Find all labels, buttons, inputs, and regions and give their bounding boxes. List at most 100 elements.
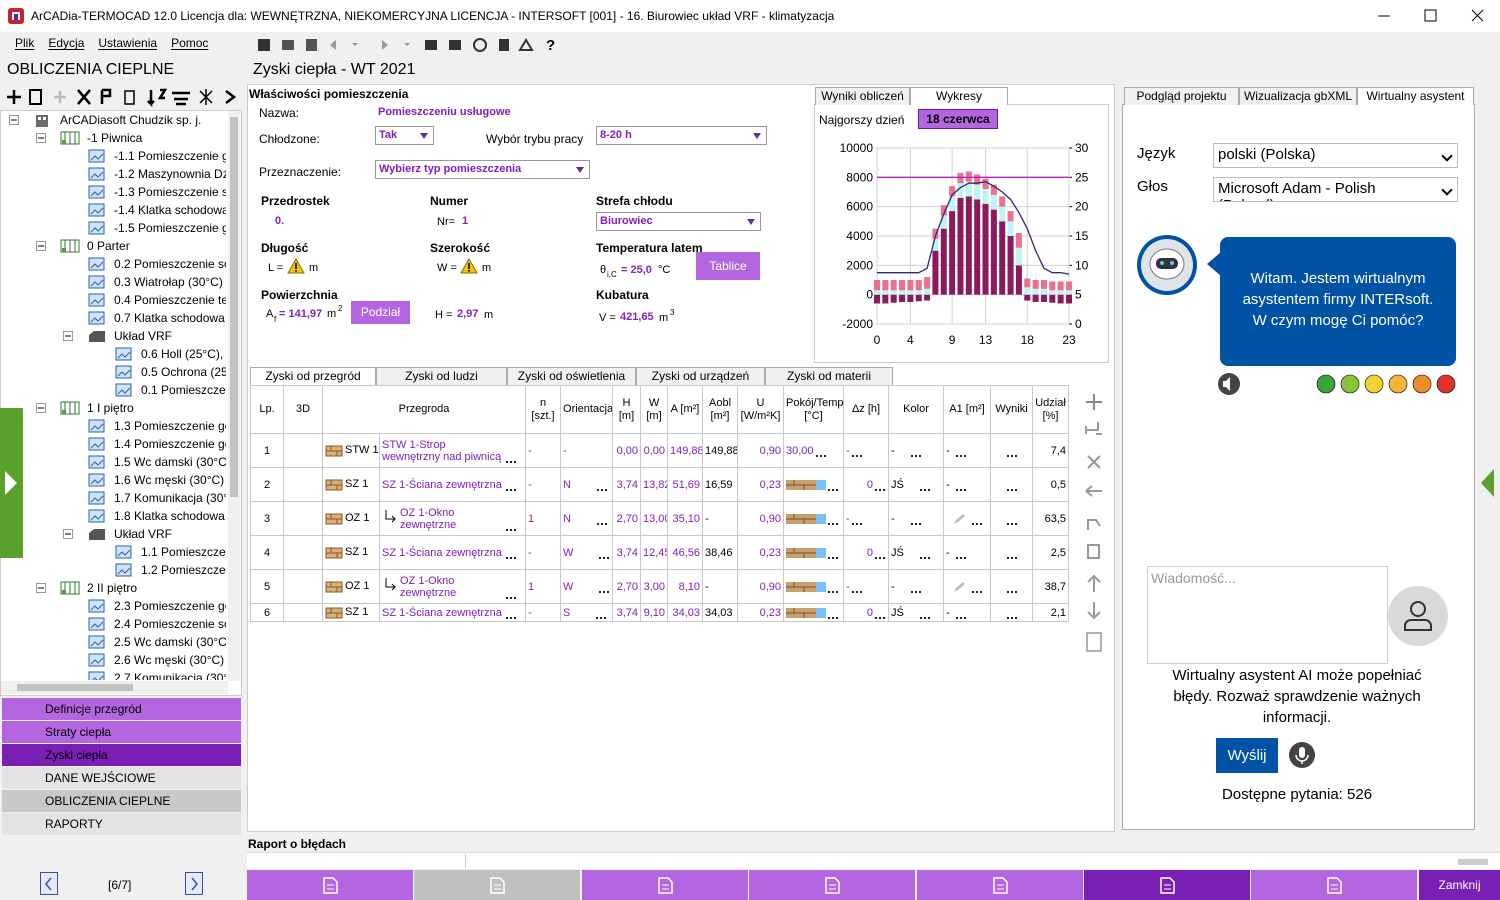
more-button[interactable] bbox=[851, 590, 863, 593]
toolbar[interactable] bbox=[255, 36, 545, 54]
table-toolbar[interactable] bbox=[1082, 390, 1106, 655]
tree-item[interactable]: 0.1 Pomieszczer bbox=[141, 383, 226, 397]
more-button[interactable] bbox=[596, 616, 608, 619]
more-button[interactable] bbox=[599, 556, 611, 559]
tree-item[interactable]: 1.7 Komunikacja (30° bbox=[114, 491, 226, 505]
right-tab[interactable]: Podgląd projektu bbox=[1124, 87, 1239, 105]
close-button[interactable]: Zamknij bbox=[1419, 870, 1500, 900]
chart-tab[interactable]: Wyniki obliczeń bbox=[815, 87, 910, 105]
tree-item[interactable]: 2 II piętro bbox=[87, 581, 138, 595]
more-button[interactable] bbox=[828, 616, 840, 619]
bottom-button[interactable] bbox=[749, 870, 916, 900]
purpose-combo[interactable]: Wybierz typ pomieszczenia bbox=[375, 160, 590, 179]
tree-expander[interactable] bbox=[9, 115, 19, 125]
more-button[interactable] bbox=[599, 590, 611, 593]
more-button[interactable] bbox=[919, 616, 931, 619]
tree-item[interactable]: 1.5 Wc damski (30°C bbox=[114, 455, 226, 469]
more-button[interactable] bbox=[828, 488, 840, 491]
worst-day-button[interactable]: 18 czerwca bbox=[918, 109, 998, 129]
more-button[interactable] bbox=[1007, 556, 1019, 559]
tree-item[interactable]: 1.3 Pomieszczenie go bbox=[114, 419, 226, 433]
tree-item[interactable]: Układ VRF bbox=[114, 329, 173, 343]
more-button[interactable] bbox=[828, 556, 840, 559]
send-button[interactable]: Wyślij bbox=[1216, 738, 1278, 773]
tree-expander[interactable] bbox=[36, 583, 46, 593]
tree-item[interactable]: 0.4 Pomieszczenie tec bbox=[114, 293, 226, 307]
window-controls[interactable] bbox=[1370, 6, 1495, 26]
bottom-button[interactable] bbox=[247, 870, 414, 900]
right-tab[interactable]: Wizualizacja gbXML bbox=[1239, 87, 1357, 105]
bottom-button[interactable] bbox=[581, 870, 749, 900]
more-button[interactable] bbox=[910, 590, 922, 593]
nav-button[interactable]: OBLICZENIA CIEPLNE bbox=[2, 790, 241, 812]
more-button[interactable] bbox=[919, 488, 931, 491]
more-button[interactable] bbox=[1007, 616, 1019, 619]
message-input[interactable]: Wiadomość... bbox=[1147, 566, 1388, 664]
more-button[interactable] bbox=[955, 556, 967, 559]
cooled-combo[interactable]: Tak bbox=[375, 126, 434, 145]
tree-toolbar[interactable] bbox=[4, 87, 244, 109]
tree-item[interactable]: -1.4 Klatka schodowa bbox=[114, 203, 226, 217]
more-button[interactable] bbox=[1007, 454, 1019, 457]
tree-item[interactable]: -1.1 Pomieszczenie g bbox=[114, 149, 226, 163]
voice-select[interactable]: Microsoft Adam - Polish (Poland) bbox=[1213, 177, 1458, 202]
table-tab[interactable]: Zyski od ludzi bbox=[376, 367, 507, 385]
tree-item[interactable]: 2.4 Pomieszczenie so bbox=[114, 617, 226, 631]
language-select[interactable]: polski (Polska) bbox=[1213, 143, 1458, 168]
more-button[interactable] bbox=[955, 616, 967, 619]
tree-expander[interactable] bbox=[36, 403, 46, 413]
bottom-button[interactable] bbox=[1084, 870, 1251, 900]
more-button[interactable] bbox=[875, 616, 887, 619]
more-button[interactable] bbox=[851, 454, 863, 457]
more-button[interactable] bbox=[506, 528, 517, 531]
table-row[interactable]: 1 STW 1 STW 1-Strop wewnętrzny nad piwnicą… bbox=[250, 433, 1070, 468]
nav-button[interactable]: Straty ciepła bbox=[2, 721, 241, 743]
menu-item[interactable]: Plik bbox=[15, 36, 35, 50]
more-button[interactable] bbox=[955, 454, 967, 457]
tree-item[interactable]: 0.2 Pomieszczenie so bbox=[114, 257, 226, 271]
chart-tab[interactable]: Wykresy bbox=[910, 87, 1008, 105]
table-row[interactable]: 6 SZ 1 SZ 1-Ściana zewnętrzna - S 3,74 9,10 34,… bbox=[250, 603, 1070, 622]
more-button[interactable] bbox=[1007, 488, 1019, 491]
tree-item[interactable]: 1.1 Pomieszczer bbox=[141, 545, 226, 559]
more-button[interactable] bbox=[955, 488, 967, 491]
mic-button[interactable] bbox=[1288, 741, 1316, 769]
table-row[interactable]: 3 OZ 1 OZ 1-Okno zewnętrzne 1 N 2,70 13,00 35,1… bbox=[250, 501, 1070, 536]
nav-button[interactable]: Definicje przegród bbox=[2, 698, 241, 720]
tree-expander[interactable] bbox=[63, 331, 73, 341]
menu-item[interactable]: Ustawienia bbox=[98, 36, 158, 50]
tree-item[interactable]: 1.2 Pomieszczer bbox=[141, 563, 226, 577]
tree-item[interactable]: ArCADiasoft Chudzik sp. j. bbox=[60, 113, 202, 127]
tree-item[interactable]: 0.7 Klatka schodowa bbox=[114, 311, 225, 325]
table-row[interactable]: 5 OZ 1 OZ 1-Okno zewnętrzne 1 W 2,70 3,00 8,10-… bbox=[250, 569, 1070, 604]
tree-item[interactable]: 0.6 Holl (25°C), ( bbox=[141, 347, 226, 361]
more-button[interactable] bbox=[828, 522, 840, 525]
more-button[interactable] bbox=[1007, 522, 1019, 525]
nav-button[interactable]: Zyski ciepła bbox=[2, 744, 241, 766]
table-row[interactable]: 2 SZ 1 SZ 1-Ściana zewnętrzna - N 3,74 13,82 51… bbox=[250, 467, 1070, 502]
tree-item[interactable]: 1 I piętro bbox=[87, 401, 134, 415]
tree-item[interactable]: 0.3 Wiatrołap (30°C) bbox=[114, 275, 223, 289]
collapse-right[interactable] bbox=[1478, 468, 1498, 498]
tree-item[interactable]: 1.6 Wc męski (30°C) bbox=[114, 473, 225, 487]
more-button[interactable] bbox=[910, 522, 922, 525]
tree-item[interactable]: 2.3 Pomieszczenie go bbox=[114, 599, 226, 613]
more-button[interactable] bbox=[506, 616, 517, 619]
more-button[interactable] bbox=[919, 556, 931, 559]
more-button[interactable] bbox=[851, 522, 863, 525]
tree-item[interactable]: 2.5 Wc damski (30°C) bbox=[114, 635, 226, 649]
tree-item[interactable]: -1.2 Maszynownia Dź bbox=[114, 167, 226, 181]
table-row[interactable]: 4 SZ 1 SZ 1-Ściana zewnętrzna - W 3,74 12,45 46… bbox=[250, 535, 1070, 570]
right-tab[interactable]: Wirtualny asystent bbox=[1357, 87, 1474, 105]
split-button[interactable]: Podział bbox=[351, 301, 410, 324]
more-button[interactable] bbox=[875, 556, 887, 559]
bottom-button[interactable] bbox=[916, 870, 1084, 900]
nav-button[interactable]: RAPORTY bbox=[2, 813, 241, 835]
menu-item[interactable]: Pomoc bbox=[171, 36, 209, 50]
more-button[interactable] bbox=[596, 522, 608, 525]
table-tab[interactable]: Zyski od przegród bbox=[250, 367, 376, 385]
tree-item[interactable]: 1.4 Pomieszczenie go bbox=[114, 437, 226, 451]
more-button[interactable] bbox=[506, 460, 517, 463]
tree-hscroll[interactable] bbox=[1, 681, 228, 694]
tree-item[interactable]: 2.6 Wc męski (30°C) bbox=[114, 653, 225, 667]
